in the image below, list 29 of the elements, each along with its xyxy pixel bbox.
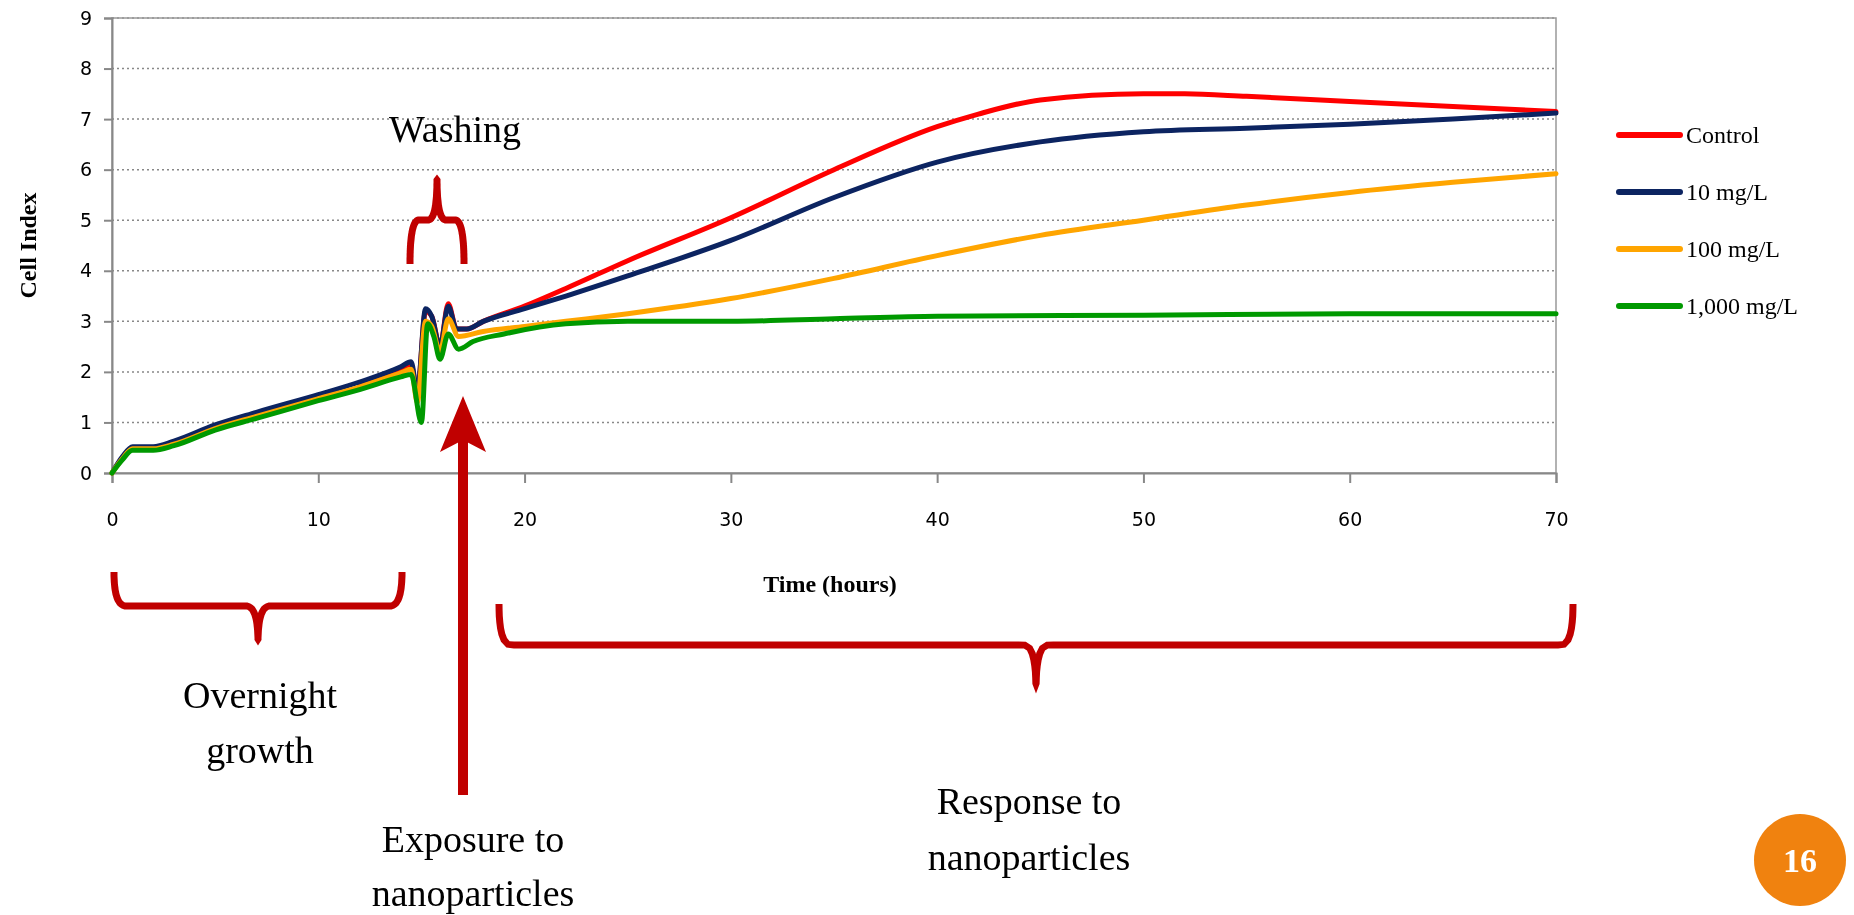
- y-tick-label: 7: [79, 107, 92, 130]
- y-tick-label: 8: [79, 57, 92, 80]
- x-tick-label: 10: [306, 508, 331, 531]
- x-tick-label: 70: [1544, 508, 1569, 531]
- y-tick-label: 3: [79, 309, 92, 332]
- x-tick-label: 0: [106, 508, 119, 531]
- y-tick-label: 4: [79, 259, 92, 282]
- legend-label: 10 mg/L: [1686, 179, 1768, 205]
- x-axis-title: Time (hours): [763, 571, 897, 597]
- y-axis-title: Cell Index: [15, 192, 41, 299]
- text: Exposure to nanoparticles: [371, 818, 575, 914]
- y-tick-label: 0: [79, 461, 92, 484]
- x-tick-label: 20: [512, 508, 538, 531]
- text: Response to nanoparticles: [927, 780, 1131, 878]
- x-tick-label: 50: [1131, 508, 1157, 531]
- y-tick-label: 6: [79, 158, 92, 181]
- x-tick-label: 60: [1338, 508, 1363, 531]
- y-tick-label: 1: [79, 411, 92, 434]
- legend-label: 1,000 mg/L: [1686, 293, 1798, 319]
- x-tick-label: 30: [719, 508, 744, 531]
- y-tick-label: 5: [79, 208, 92, 231]
- annotation: Washing: [388, 108, 522, 150]
- x-tick-label: 40: [925, 508, 950, 531]
- y-tick-label: 9: [79, 6, 92, 29]
- text: 16: [1783, 842, 1817, 879]
- legend-label: 100 mg/L: [1686, 236, 1780, 262]
- y-tick-label: 2: [79, 360, 92, 383]
- legend-label: Control: [1686, 122, 1760, 148]
- text: Overnight growth: [182, 674, 338, 771]
